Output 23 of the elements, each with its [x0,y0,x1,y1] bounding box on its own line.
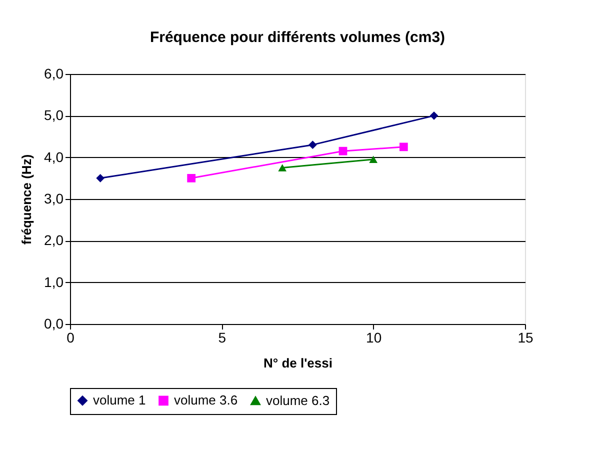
y-tick-label: 5,0 [44,107,64,124]
x-axis-title: N° de l'essi [264,356,332,370]
point [308,140,317,150]
chart-title: Fréquence pour différents volumes (cm3) [150,29,446,46]
point [187,174,196,182]
legend-label: volume 3.6 [174,392,238,408]
y-tick-label: 2,0 [44,232,64,248]
x-tick-label: 5 [218,330,226,346]
x-tick-label: 15 [518,330,534,346]
x-tick-label: 10 [366,330,382,346]
y-tick-label: 1,0 [44,274,64,290]
legend-label: volume 6.3 [266,392,330,408]
y-tick-label: 6,0 [44,66,64,82]
y-axis-title: fréquence (Hz) [19,154,34,245]
y-tick-label: 0,0 [44,316,64,332]
y-tick-label: 3,0 [44,190,64,206]
point [399,142,408,152]
y-tick-label: 4,0 [44,148,64,165]
x-tick-label: 0 [66,330,75,346]
point [338,146,348,156]
legend-label: volume 1 [93,392,146,408]
point [430,111,438,120]
point [96,174,105,182]
